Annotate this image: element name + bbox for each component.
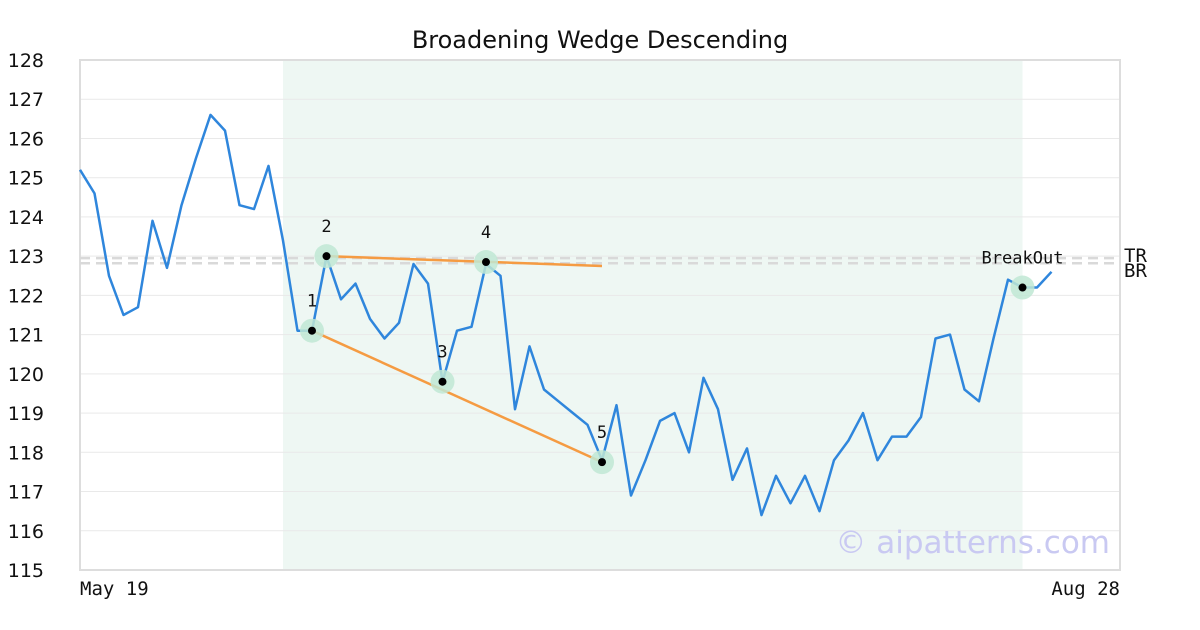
- pattern-shaded-region: [283, 60, 1023, 570]
- series-line-0: [78, 113, 1053, 517]
- pattern-point-4: [482, 258, 490, 267]
- pattern-point-label-2: 2: [321, 217, 331, 237]
- y-tick-label-4: 119: [8, 403, 44, 425]
- y-tick-label-0: 115: [8, 560, 44, 582]
- x-tick-label-0: May 19: [80, 578, 149, 600]
- y-tick-label-12: 127: [8, 89, 44, 111]
- y-tick-label-8: 123: [8, 246, 44, 268]
- reference-label-tr: TR: [1124, 245, 1147, 267]
- breakout-point: [1018, 283, 1027, 292]
- trend-line-1: [326, 254, 603, 268]
- pattern-point-label-3: 3: [437, 343, 447, 363]
- y-tick-label-10: 125: [8, 168, 44, 190]
- chart-title: Broadening Wedge Descending: [412, 26, 788, 54]
- pattern-point-1: [308, 326, 316, 335]
- plot-frame: [79, 59, 1121, 571]
- pattern-point-3: [438, 377, 447, 386]
- y-tick-label-7: 122: [8, 285, 44, 307]
- y-tick-label-2: 117: [8, 482, 44, 504]
- pattern-point-label-1: 1: [307, 292, 317, 312]
- y-tick-label-6: 121: [8, 325, 44, 347]
- x-tick-label-1: Aug 28: [1051, 578, 1120, 600]
- breakout-label: BreakOut: [982, 249, 1064, 269]
- pattern-point-2: [322, 252, 331, 261]
- watermark: © aipatterns.com: [835, 525, 1110, 561]
- pattern-point-5: [598, 458, 606, 467]
- y-tick-label-1: 116: [8, 521, 44, 543]
- pattern-point-label-5: 5: [597, 423, 607, 443]
- y-tick-label-13: 128: [8, 50, 44, 72]
- reference-label-br: BR: [1124, 260, 1147, 282]
- y-tick-label-3: 118: [8, 442, 44, 464]
- pattern-point-label-4: 4: [481, 223, 491, 243]
- trend-line-0: [311, 329, 603, 464]
- y-tick-label-9: 124: [8, 207, 44, 229]
- y-tick-label-5: 120: [8, 364, 44, 386]
- y-tick-label-11: 126: [8, 128, 44, 150]
